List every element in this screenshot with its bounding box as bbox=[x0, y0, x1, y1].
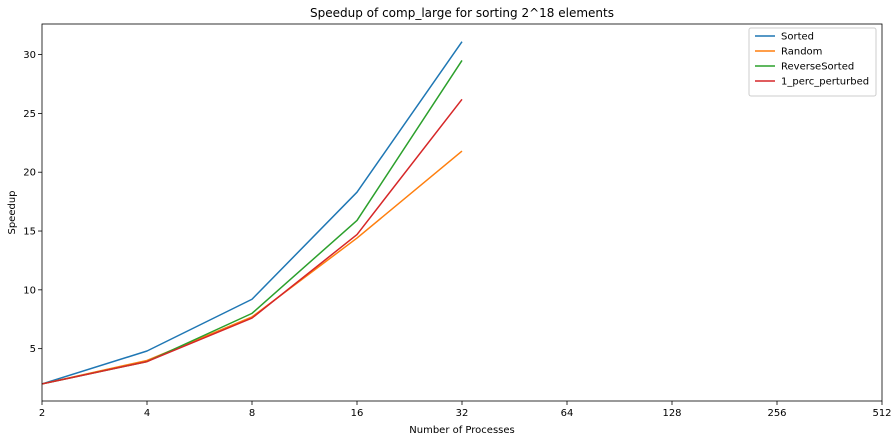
legend: Sorted Random ReverseSorted 1_perc_perturbe… bbox=[748, 27, 877, 97]
y-tick-label: 30 bbox=[23, 50, 36, 61]
x-tick-label: 64 bbox=[561, 408, 574, 419]
y-tick-label: 10 bbox=[23, 285, 36, 296]
x-tick-label: 512 bbox=[872, 408, 891, 419]
legend-label: 1_perc_perturbed bbox=[781, 77, 869, 88]
legend-label: ReverseSorted bbox=[781, 62, 854, 73]
y-tick-label: 15 bbox=[23, 227, 36, 238]
x-tick-label: 256 bbox=[767, 408, 786, 419]
y-tick-label: 25 bbox=[23, 109, 36, 120]
plot-area: 2 4 8 16 32 64 128 256 512 5 10 15 20 25 30 bbox=[23, 23, 892, 419]
x-tick-label: 128 bbox=[662, 408, 681, 419]
x-tick-label: 8 bbox=[249, 408, 255, 419]
x-tick-label: 4 bbox=[144, 408, 150, 419]
y-tick-label: 5 bbox=[30, 344, 36, 355]
x-tick-label: 2 bbox=[39, 408, 45, 419]
series-line-sorted bbox=[41, 41, 463, 385]
axes-frame bbox=[41, 23, 883, 402]
y-tick-label: 20 bbox=[23, 168, 36, 179]
series-line-random bbox=[41, 150, 463, 385]
series-line-1-perc-perturbed bbox=[41, 98, 463, 385]
x-axis-label: Number of Processes bbox=[409, 425, 514, 436]
legend-label: Sorted bbox=[781, 32, 814, 43]
legend-label: Random bbox=[781, 47, 822, 58]
legend-box bbox=[748, 27, 877, 97]
x-tick-label: 16 bbox=[351, 408, 364, 419]
chart-title: Speedup of comp_large for sorting 2^18 e… bbox=[310, 6, 614, 20]
x-tick-label: 32 bbox=[456, 408, 469, 419]
y-axis-label: Speedup bbox=[7, 190, 18, 234]
